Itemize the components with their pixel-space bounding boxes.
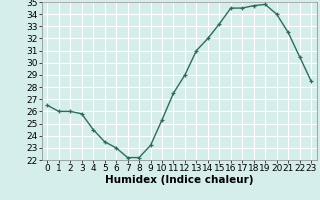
X-axis label: Humidex (Indice chaleur): Humidex (Indice chaleur) <box>105 175 253 185</box>
